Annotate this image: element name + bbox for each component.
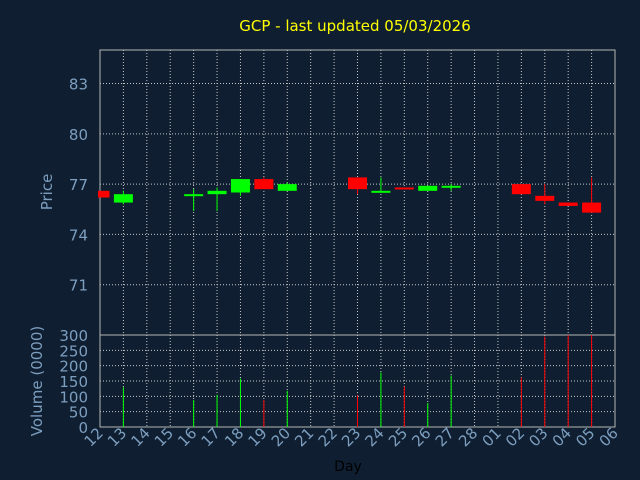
x-tick-label: 24 xyxy=(362,424,388,450)
x-tick-label: 17 xyxy=(198,424,224,450)
x-tick-label: 14 xyxy=(127,424,153,450)
candle-body xyxy=(511,184,531,195)
x-tick-label: 28 xyxy=(455,424,481,450)
candle-body xyxy=(207,190,227,195)
candle-body xyxy=(184,194,204,197)
volume-tick-label: 300 xyxy=(59,327,88,345)
candle-body xyxy=(535,195,555,201)
candle-body xyxy=(254,179,274,190)
x-tick-label: 03 xyxy=(525,424,551,450)
x-tick-label: 19 xyxy=(244,424,270,450)
candle-body xyxy=(371,190,391,193)
volume-tick-label: 0 xyxy=(78,419,88,437)
volume-tick-label: 50 xyxy=(69,404,88,422)
x-tick-label: 05 xyxy=(572,424,598,450)
price-tick-label: 83 xyxy=(69,76,88,94)
x-tick-label: 02 xyxy=(502,424,528,450)
candle-body xyxy=(113,194,133,203)
candles xyxy=(98,177,602,213)
candle-body xyxy=(230,179,250,193)
candle-body xyxy=(98,190,110,198)
price-tick-labels: 71 74 77 80 83 xyxy=(69,76,88,295)
price-tick-label: 74 xyxy=(69,226,88,244)
x-tick-label: 22 xyxy=(315,424,341,450)
candle-body xyxy=(582,202,602,213)
x-tick-label: 23 xyxy=(338,424,364,450)
x-tick-label: 13 xyxy=(104,424,130,450)
chart-title: GCP - last updated 05/03/2026 xyxy=(239,17,471,35)
price-tick-label: 71 xyxy=(69,277,88,295)
volume-tick-label: 100 xyxy=(59,388,88,406)
volume-tick-label: 150 xyxy=(59,373,88,391)
candle-body xyxy=(441,185,461,188)
candle-body xyxy=(277,184,297,191)
x-tick-label: 25 xyxy=(385,424,411,450)
candle-body xyxy=(558,202,578,206)
price-axis-label: Price xyxy=(38,174,56,211)
volume-bars xyxy=(122,335,593,427)
volume-tick-label: 250 xyxy=(59,342,88,360)
x-axis-label: Day xyxy=(334,459,362,475)
x-tick-label: 15 xyxy=(151,424,177,450)
volume-axis-label: Volume (0000) xyxy=(28,326,46,436)
x-tick-label: 06 xyxy=(596,424,622,450)
volume-tick-label: 200 xyxy=(59,358,88,376)
candle-body xyxy=(394,187,414,190)
price-tick-label: 80 xyxy=(69,126,88,144)
candle-body xyxy=(418,185,438,191)
candle-body xyxy=(348,177,367,190)
x-tick-label: 01 xyxy=(479,424,505,450)
x-tick-label: 18 xyxy=(221,424,247,450)
x-tick-label: 20 xyxy=(268,424,294,450)
x-tick-labels: 1213141516171819202122232425262728010203… xyxy=(81,424,622,450)
x-tick-label: 16 xyxy=(174,424,200,450)
x-tick-label: 04 xyxy=(549,424,575,450)
x-tick-label: 27 xyxy=(432,424,458,450)
x-tick-label: 26 xyxy=(408,424,434,450)
price-tick-label: 77 xyxy=(69,176,88,194)
x-tick-label: 21 xyxy=(291,424,317,450)
